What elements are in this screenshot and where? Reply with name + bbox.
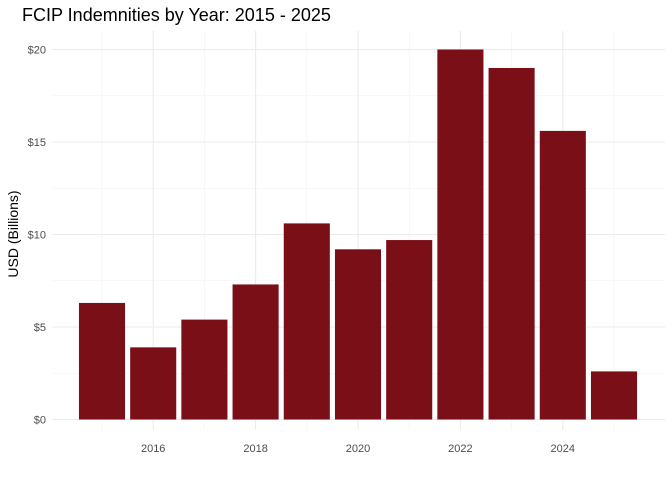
y-tick-label: $10 bbox=[28, 230, 46, 242]
y-tick-label: $20 bbox=[28, 45, 46, 57]
y-tick-label: $15 bbox=[28, 137, 46, 149]
x-tick-label: 2024 bbox=[551, 443, 575, 455]
bar-2023 bbox=[488, 68, 535, 420]
y-tick-labels: $0 $5 $10 $15 $20 bbox=[28, 45, 46, 427]
bar-2018 bbox=[232, 284, 279, 420]
bar-2019 bbox=[283, 223, 330, 420]
y-axis-title: USD (Billions) bbox=[5, 190, 21, 277]
bar-2025 bbox=[590, 371, 638, 420]
bar-2020 bbox=[334, 249, 382, 420]
bar-2021 bbox=[386, 240, 433, 420]
bars bbox=[78, 49, 638, 420]
bar-2015 bbox=[78, 302, 126, 420]
chart-title: FCIP Indemnities by Year: 2015 - 2025 bbox=[22, 5, 331, 25]
bar-2024 bbox=[539, 130, 586, 420]
x-tick-labels: 2016 2018 2020 2022 2024 bbox=[141, 443, 575, 455]
bar-2016 bbox=[130, 347, 177, 420]
x-tick-label: 2016 bbox=[141, 443, 165, 455]
x-tick-label: 2018 bbox=[243, 443, 267, 455]
y-tick-label: $5 bbox=[34, 322, 46, 334]
bar-2022 bbox=[437, 49, 484, 420]
x-tick-label: 2020 bbox=[346, 443, 370, 455]
bar-2017 bbox=[181, 319, 228, 420]
y-tick-label: $0 bbox=[34, 415, 46, 427]
x-tick-label: 2022 bbox=[448, 443, 472, 455]
